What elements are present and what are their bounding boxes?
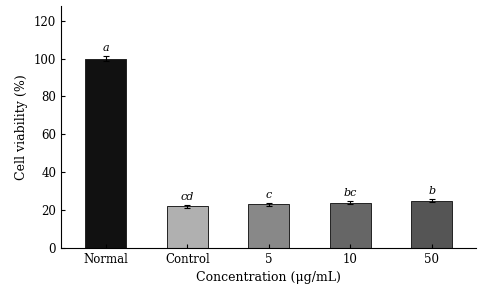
- Text: c: c: [266, 190, 272, 200]
- Bar: [85, 59, 126, 248]
- Text: bc: bc: [344, 188, 357, 198]
- Bar: [330, 202, 371, 248]
- Text: cd: cd: [181, 192, 194, 202]
- Text: a: a: [103, 44, 109, 53]
- Bar: [167, 206, 208, 248]
- Bar: [248, 204, 289, 248]
- X-axis label: Concentration (μg/mL): Concentration (μg/mL): [196, 271, 341, 284]
- Bar: [411, 201, 452, 248]
- Text: b: b: [428, 186, 435, 196]
- Y-axis label: Cell viability (%): Cell viability (%): [15, 74, 28, 180]
